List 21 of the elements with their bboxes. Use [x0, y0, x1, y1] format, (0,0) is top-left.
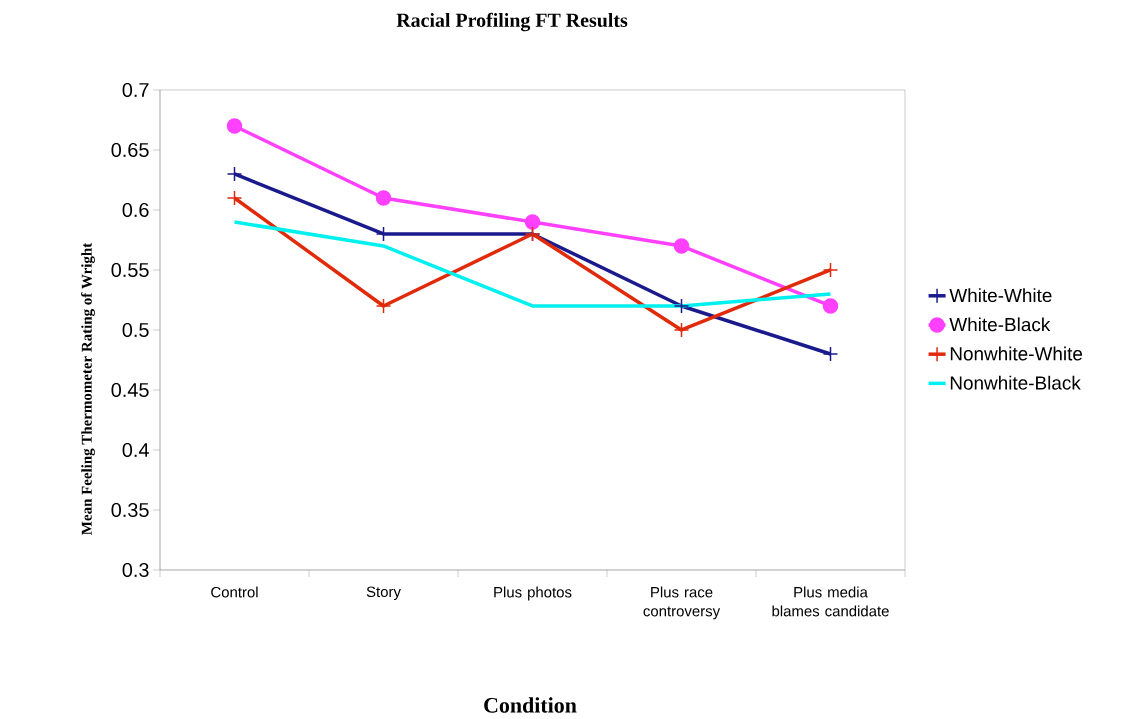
x-tick-label: Plus media blames candidate [772, 586, 889, 617]
y-tick-label: 0.6 [122, 202, 149, 218]
legend-label: White-Black [949, 317, 1051, 332]
x-axis-title: Condition [484, 697, 577, 713]
y-tick-label: 0.4 [122, 442, 149, 458]
y-tick-label: 0.7 [122, 82, 149, 98]
x-tick-label: Plus photos [494, 586, 572, 601]
y-tick-label: 0.65 [111, 142, 149, 158]
y-tick-label: 0.35 [111, 502, 149, 518]
x-tick-label: Control [211, 586, 258, 598]
y-tick-label: 0.3 [122, 562, 149, 578]
y-axis-title: Mean Feeling Thermometer Rating of Wright [81, 242, 95, 535]
legend-label: Nonwhite-Black [950, 375, 1081, 390]
chart-title: Racial Profiling FT Results [396, 12, 628, 32]
y-tick-label: 0.45 [111, 382, 149, 398]
x-tick-label: Story [366, 586, 401, 601]
x-tick-label: Plus race controversy [643, 586, 721, 620]
legend-label: Nonwhite-White [950, 346, 1083, 361]
y-tick-label: 0.5 [122, 322, 149, 338]
legend-label: White-White [949, 288, 1052, 303]
y-tick-label: 0.55 [111, 262, 149, 278]
